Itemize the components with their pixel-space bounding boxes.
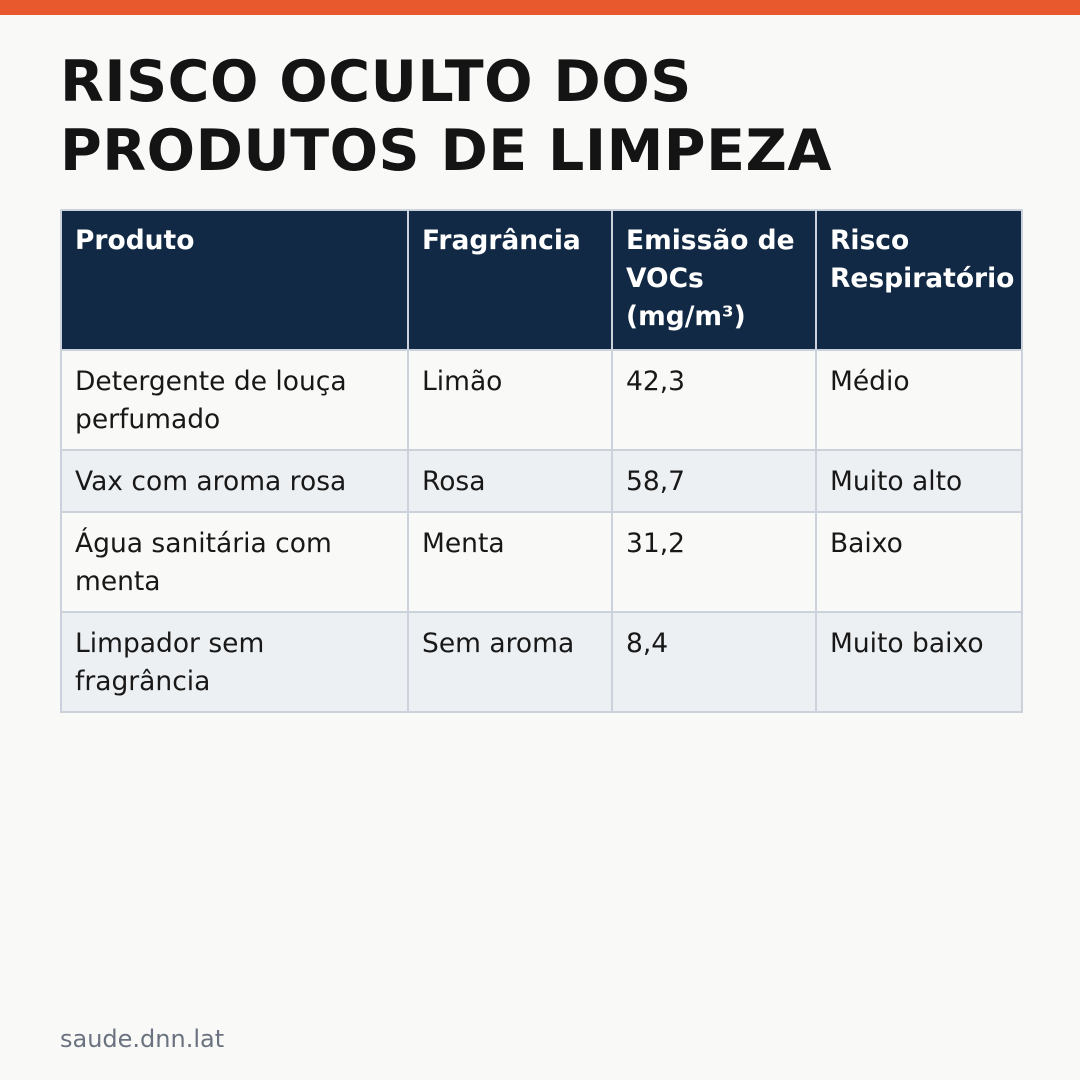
page-title-line-2: PRODUTOS DE LIMPEZA xyxy=(60,118,832,184)
table-row: Vax com aroma rosa Rosa 58,7 Muito alto xyxy=(60,449,1023,513)
header-emissao-vocs: Emissão de VOCs (mg/m³) xyxy=(611,209,817,351)
cell-fragrancia: Rosa xyxy=(407,449,613,513)
cell-fragrancia: Limão xyxy=(407,349,613,451)
cell-produto: Limpador sem fragrância xyxy=(60,611,409,713)
header-fragrancia: Fragrância xyxy=(407,209,613,351)
table-header-row: Produto Fragrância Emissão de VOCs (mg/m… xyxy=(60,209,1023,351)
table-row: Água sanitária com menta Menta 31,2 Baix… xyxy=(60,511,1023,613)
header-produto: Produto xyxy=(60,209,409,351)
cell-emissao: 42,3 xyxy=(611,349,817,451)
table-row: Detergente de louça perfumado Limão 42,3… xyxy=(60,349,1023,451)
cell-risco: Muito alto xyxy=(815,449,1023,513)
header-risco-respiratorio: Risco Respiratório xyxy=(815,209,1023,351)
header-risco-respiratorio-label: Risco Respiratório xyxy=(830,225,1015,294)
cell-risco: Baixo xyxy=(815,511,1023,613)
cell-produto: Detergente de louça perfumado xyxy=(60,349,409,451)
page-title: RISCO OCULTO DOS PRODUTOS DE LIMPEZA xyxy=(60,48,1020,186)
table-row: Limpador sem fragrância Sem aroma 8,4 Mu… xyxy=(60,611,1023,713)
source-footer: saude.dnn.lat xyxy=(60,1025,225,1053)
cell-emissao: 58,7 xyxy=(611,449,817,513)
cleaning-products-table: Produto Fragrância Emissão de VOCs (mg/m… xyxy=(60,209,1023,713)
cell-fragrancia: Menta xyxy=(407,511,613,613)
accent-top-bar xyxy=(0,0,1080,15)
cell-emissao: 31,2 xyxy=(611,511,817,613)
page-title-line-1: RISCO OCULTO DOS xyxy=(60,49,692,115)
cell-risco: Muito baixo xyxy=(815,611,1023,713)
cell-fragrancia: Sem aroma xyxy=(407,611,613,713)
cell-produto: Vax com aroma rosa xyxy=(60,449,409,513)
cell-emissao: 8,4 xyxy=(611,611,817,713)
cell-risco: Médio xyxy=(815,349,1023,451)
cell-produto: Água sanitária com menta xyxy=(60,511,409,613)
